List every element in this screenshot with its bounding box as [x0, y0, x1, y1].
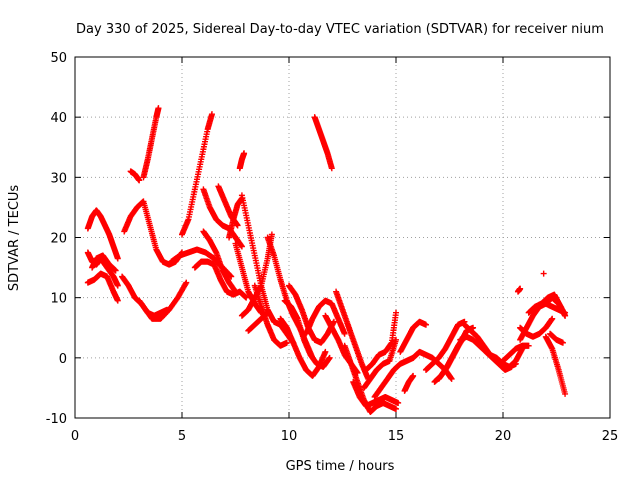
series-arc36	[397, 318, 429, 355]
x-tick-label-3: 15	[388, 429, 405, 444]
series-arc6	[127, 168, 143, 184]
y-tick-label-3: 20	[50, 232, 67, 247]
data-point-arc25-84	[326, 354, 333, 361]
series-arc52	[547, 330, 566, 346]
series-arc48	[517, 315, 556, 340]
data-point-arc10-84	[228, 273, 235, 280]
series-arc35	[371, 354, 417, 400]
data-point-arc17-24	[241, 150, 248, 157]
series-arc26	[286, 282, 337, 346]
series-arc37	[401, 372, 417, 394]
x-axis-label: GPS time / hours	[286, 459, 395, 474]
data-point-arc27-72	[341, 330, 348, 337]
data-point-arc53-36	[562, 312, 569, 319]
series-arc51	[542, 333, 569, 397]
x-tick-label-0: 0	[71, 429, 79, 444]
series-arc42	[461, 321, 519, 370]
data-point-arc48-60	[549, 315, 556, 322]
data-point-arc36-48	[422, 321, 429, 328]
series-arc15	[215, 183, 241, 229]
series-arc16	[226, 195, 245, 241]
data-point-arc1-84	[114, 255, 121, 262]
series-arc34	[363, 309, 399, 373]
y-tick-label-0: -10	[46, 412, 67, 427]
series-arc24	[277, 315, 329, 379]
data-point-arc32-84	[395, 399, 402, 406]
data-point-arc46-12	[517, 285, 524, 292]
series-arc4	[89, 252, 119, 274]
data-point-arc37-24	[410, 372, 417, 379]
series-arc53	[542, 294, 569, 319]
data-point-arc45-48	[525, 342, 532, 349]
data-point-arc10-83	[227, 272, 234, 279]
x-tick-label-4: 20	[495, 429, 512, 444]
series-arc13	[200, 228, 239, 295]
data-point-arc51-36	[562, 390, 569, 397]
data-point-arc2-72	[114, 282, 121, 289]
series-arc25	[281, 297, 333, 370]
data-point-arc52-24	[559, 339, 566, 346]
series-arc11	[179, 111, 215, 238]
data-point-arc9-71	[182, 280, 189, 287]
series-arc27	[303, 297, 348, 337]
series-arc22	[251, 282, 290, 349]
x-tick-label-5: 25	[602, 429, 619, 444]
series-arc1	[84, 207, 121, 262]
series-arc33	[360, 336, 399, 391]
series-arc30	[333, 288, 372, 382]
series-arc9	[136, 279, 190, 322]
y-tick-label-5: 40	[50, 111, 67, 126]
series-arc28	[311, 114, 335, 172]
data-point-arc20-60	[268, 231, 275, 238]
data-point-arc28-48	[328, 165, 335, 172]
data-point-arc7-48	[155, 105, 162, 112]
data-point-arc6-24	[136, 177, 143, 184]
data-point-arc3-60	[114, 297, 121, 304]
series-arc3	[84, 270, 121, 304]
data-point-arc15-36	[234, 222, 241, 229]
y-tick-label-1: 0	[59, 352, 67, 367]
y-tick-label-2: 10	[50, 292, 67, 307]
axis-ticks: 0 5 10 15 20 25 -10 0 10 20 30 40 50	[46, 51, 619, 444]
series-arc46	[514, 285, 524, 295]
y-tick-label-6: 50	[50, 51, 67, 66]
data-points	[84, 105, 569, 415]
chart-title: Day 330 of 2025, Sidereal Day-to-day VTE…	[76, 22, 604, 37]
data-point-arc14-72	[238, 243, 245, 250]
data-point-arc12-96	[243, 294, 250, 301]
data-point-arc11-60	[208, 111, 215, 118]
data-point-arc13-60	[232, 288, 239, 295]
series-arc32	[350, 378, 402, 409]
data-point-arc9-72	[183, 279, 190, 286]
series-arc17	[236, 150, 248, 172]
series-arc50	[540, 270, 547, 277]
series-arc45	[500, 342, 532, 364]
data-point-arc38-72	[448, 375, 455, 382]
data-point-arc4-48	[112, 267, 119, 274]
data-point-arc26-84	[330, 318, 337, 325]
data-point-arc50-0	[540, 270, 547, 277]
y-axis-label: SDTVAR / TECUs	[7, 185, 22, 292]
data-point-arc24-84	[322, 348, 329, 355]
data-point-arc22-60	[283, 339, 290, 346]
series-arc7	[140, 105, 162, 181]
x-tick-label-1: 5	[178, 429, 186, 444]
y-tick-label-4: 30	[50, 171, 67, 186]
data-point-arc31-96	[393, 405, 399, 412]
x-tick-label-2: 10	[281, 429, 298, 444]
data-point-arc34-60	[393, 309, 399, 316]
